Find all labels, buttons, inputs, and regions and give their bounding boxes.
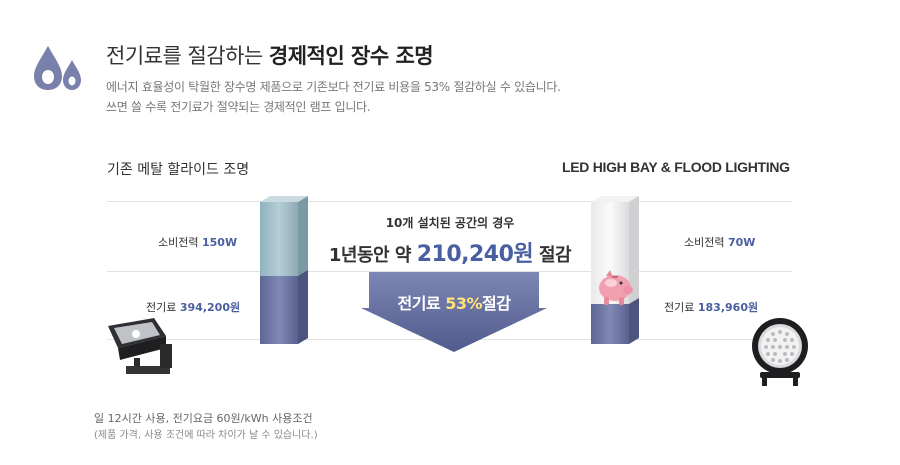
condition-text: 10개 설치된 공간의 경우 [385,216,515,230]
legacy-power-stat: 소비전력 150W [158,236,238,249]
description-line-1: 에너지 효율성이 탁월한 장수명 제품으로 기존보다 전기료 비용을 53% 절… [106,80,561,94]
page-title: 전기료를 절감하는 경제적인 장수 조명 [106,44,434,68]
piggy-bank-icon [599,270,633,305]
footnote-condition: 일 12시간 사용, 전기요금 60원/kWh 사용조건 [94,412,313,425]
legacy-lighting-label: 기존 메탈 할라이드 조명 [107,162,250,178]
divider-line [107,271,792,272]
water-drop-icon [34,46,81,90]
led-cost-stat: 전기료 183,960원 [664,301,759,314]
legacy-cost-bar [260,196,308,344]
metal-halide-lamp-icon [108,318,172,374]
down-arrow-icon [361,272,547,352]
arrow-saving-text: 전기료 53%절감 [397,294,512,313]
led-power-stat: 소비전력 70W [684,236,756,249]
annual-saving-text: 1년동안 약 210,240원 절감 [328,242,572,267]
description-line-2: 쓰면 쓸 수록 전기료가 절약되는 경제적인 램프 입니다. [106,100,371,114]
divider-line [107,201,792,202]
led-lamp-icon [752,318,808,386]
legacy-cost-stat: 전기료 394,200원 [146,301,241,314]
footnote-disclaimer: (제품 가격, 사용 조건에 따라 차이가 날 수 있습니다.) [94,430,318,441]
led-lighting-label: LED HIGH BAY & FLOOD LIGHTING [562,159,790,175]
